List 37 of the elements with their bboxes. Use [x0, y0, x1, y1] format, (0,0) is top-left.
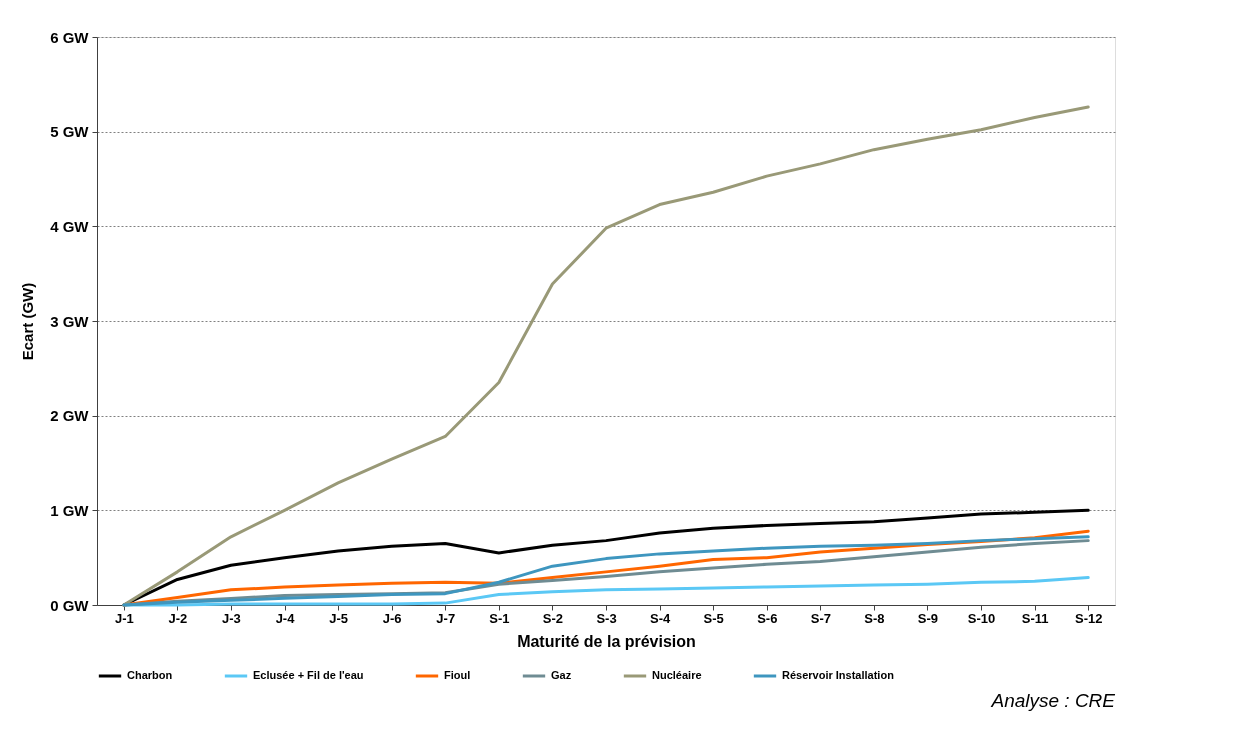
y-tick-label: 3 GW [50, 312, 90, 330]
x-tick-label: S-4 [649, 610, 671, 626]
legend-label: Nucléaire [652, 669, 702, 681]
x-tick-label: J-2 [168, 610, 188, 626]
legend-label: Gaz [551, 669, 572, 681]
x-tick-label: J-5 [329, 610, 348, 626]
legend-label: Eclusée + Fil de l'eau [253, 669, 364, 681]
x-tick-label: S-1 [489, 610, 510, 626]
x-tick-label: S-6 [757, 610, 778, 626]
y-tick-label: 5 GW [50, 123, 90, 141]
x-tick-label: S-9 [917, 610, 939, 626]
legend-label: Charbon [127, 669, 173, 681]
x-tick-label: S-11 [1021, 610, 1049, 626]
text: Analyse : CRE [990, 690, 1116, 711]
y-tick-label: 6 GW [50, 28, 90, 46]
x-tick-label: S-8 [864, 610, 885, 626]
x-tick-label: S-12 [1074, 610, 1103, 626]
line-series [122, 576, 1090, 607]
x-tick-label: J-1 [114, 610, 134, 626]
y-tick-label: 0 GW [50, 596, 90, 614]
x-tick-label: S-7 [810, 610, 831, 626]
x-tick-label: S-3 [596, 610, 617, 626]
line-series [122, 105, 1090, 607]
legend-label: Fioul [444, 669, 471, 681]
x-tick-label: J-6 [382, 610, 402, 626]
x-tick-label: S-10 [967, 610, 996, 626]
x-tick-label: J-4 [275, 610, 296, 626]
x-tick-label: S-5 [703, 610, 724, 626]
legend-label: Réservoir Installation [782, 669, 895, 681]
y-tick-label: 2 GW [50, 407, 90, 425]
x-tick-label: J-3 [222, 610, 241, 626]
x-axis-title: Maturité de la prévision [517, 632, 696, 650]
x-tick-label: S-2 [542, 610, 564, 626]
y-tick-label: 4 GW [50, 217, 90, 235]
y-axis-title: Ecart (GW) [19, 282, 37, 361]
x-tick-label: J-7 [436, 610, 456, 626]
y-tick-label: 1 GW [50, 501, 90, 519]
